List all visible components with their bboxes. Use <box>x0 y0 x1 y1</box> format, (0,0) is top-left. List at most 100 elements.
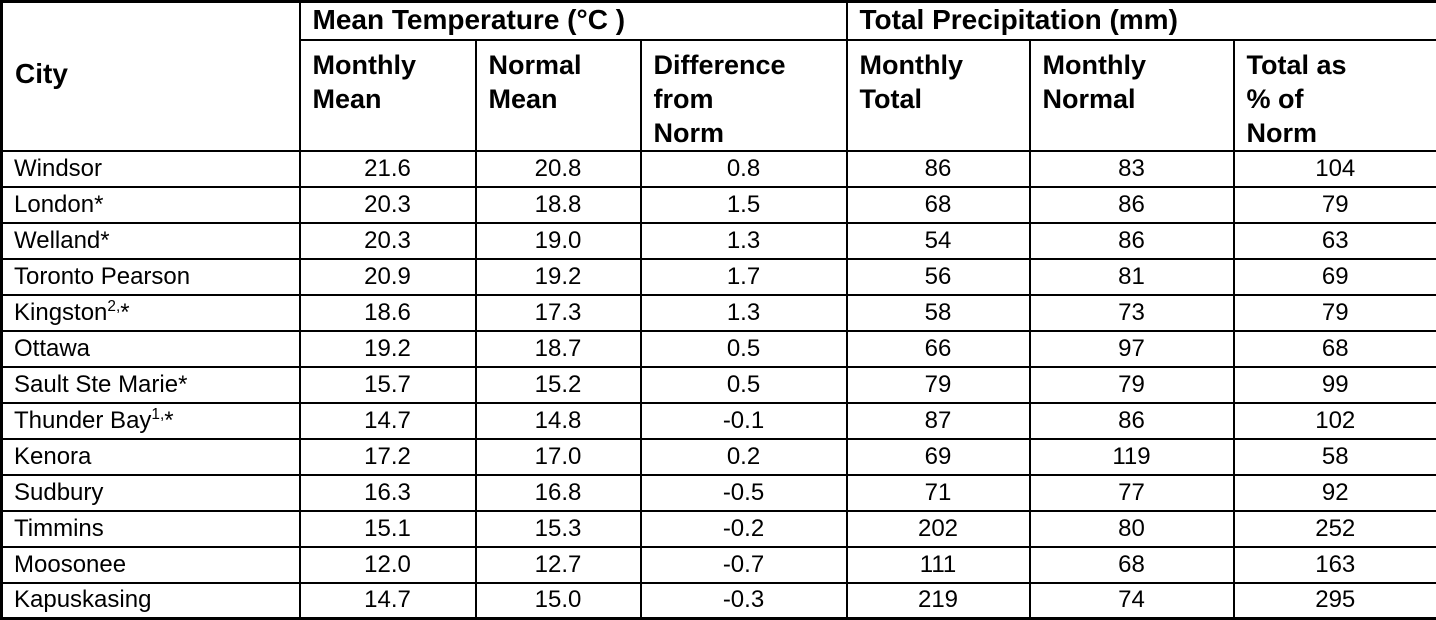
city-cell: Timmins <box>2 511 300 547</box>
normal-mean-cell: 19.2 <box>476 259 641 295</box>
monthly-total-cell: 87 <box>847 403 1030 439</box>
monthly-total-cell: 111 <box>847 547 1030 583</box>
difference-cell: 1.5 <box>641 187 847 223</box>
city-name: Kingston <box>14 299 107 326</box>
monthly-total-cell: 56 <box>847 259 1030 295</box>
city-cell: Moosonee <box>2 547 300 583</box>
difference-cell: 0.5 <box>641 331 847 367</box>
difference-cell: -0.5 <box>641 475 847 511</box>
monthly-total-cell: 69 <box>847 439 1030 475</box>
header-group-row: City Mean Temperature (°C ) Total Precip… <box>2 2 1436 40</box>
city-name: Moosonee <box>14 551 126 578</box>
monthly-mean-cell: 20.9 <box>300 259 476 295</box>
city-name: Toronto Pearson <box>14 263 190 290</box>
table-row: Sault Ste Marie* 15.7 15.2 0.5 79 79 99 <box>2 367 1436 403</box>
difference-cell: 1.3 <box>641 295 847 331</box>
normal-mean-cell: 15.2 <box>476 367 641 403</box>
total-pct-cell: 58 <box>1234 439 1436 475</box>
difference-cell: -0.2 <box>641 511 847 547</box>
table-row: London* 20.3 18.8 1.5 68 86 79 <box>2 187 1436 223</box>
city-cell: Thunder Bay1,* <box>2 403 300 439</box>
table-row: Timmins 15.1 15.3 -0.2 202 80 252 <box>2 511 1436 547</box>
table-row: Kenora 17.2 17.0 0.2 69 119 58 <box>2 439 1436 475</box>
monthly-total-cell: 66 <box>847 331 1030 367</box>
monthly-normal-cell: 119 <box>1030 439 1234 475</box>
total-pct-cell: 68 <box>1234 331 1436 367</box>
monthly-normal-cell: 77 <box>1030 475 1234 511</box>
total-pct-cell: 99 <box>1234 367 1436 403</box>
difference-cell: 1.3 <box>641 223 847 259</box>
city-cell: Kingston2,* <box>2 295 300 331</box>
city-name: Welland* <box>14 227 110 254</box>
monthly-mean-cell: 14.7 <box>300 403 476 439</box>
normal-mean-cell: 18.8 <box>476 187 641 223</box>
table-row: Welland* 20.3 19.0 1.3 54 86 63 <box>2 223 1436 259</box>
monthly-mean-cell: 19.2 <box>300 331 476 367</box>
normal-mean-cell: 19.0 <box>476 223 641 259</box>
monthly-mean-cell: 12.0 <box>300 547 476 583</box>
normal-mean-cell: 12.7 <box>476 547 641 583</box>
monthly-mean-cell: 21.6 <box>300 151 476 187</box>
monthly-total-cell: 68 <box>847 187 1030 223</box>
monthly-total-cell: 86 <box>847 151 1030 187</box>
city-footnote-marker: 2, <box>107 298 120 315</box>
difference-cell: -0.7 <box>641 547 847 583</box>
city-asterisk: * <box>164 407 173 434</box>
total-pct-cell: 79 <box>1234 187 1436 223</box>
city-name: Ottawa <box>14 335 90 362</box>
monthly-mean-cell: 16.3 <box>300 475 476 511</box>
table-body: Windsor 21.6 20.8 0.8 86 83 104 London* … <box>2 151 1436 619</box>
total-pct-cell: 92 <box>1234 475 1436 511</box>
city-name: Kapuskasing <box>14 586 151 613</box>
normal-mean-cell: 15.0 <box>476 583 641 619</box>
city-name: Sault Ste Marie* <box>14 371 187 398</box>
city-name: London* <box>14 191 103 218</box>
monthly-mean-cell: 15.7 <box>300 367 476 403</box>
total-pct-cell: 79 <box>1234 295 1436 331</box>
normal-mean-cell: 14.8 <box>476 403 641 439</box>
total-pct-cell: 252 <box>1234 511 1436 547</box>
monthly-normal-cell: 83 <box>1030 151 1234 187</box>
monthly-total-cell: 71 <box>847 475 1030 511</box>
difference-cell: -0.3 <box>641 583 847 619</box>
column-header-monthly-mean: Monthly Mean <box>300 40 476 151</box>
monthly-mean-cell: 18.6 <box>300 295 476 331</box>
monthly-total-cell: 54 <box>847 223 1030 259</box>
difference-cell: 0.2 <box>641 439 847 475</box>
difference-cell: 0.5 <box>641 367 847 403</box>
city-cell: Windsor <box>2 151 300 187</box>
monthly-total-cell: 58 <box>847 295 1030 331</box>
column-group-mean-temperature: Mean Temperature (°C ) <box>300 2 847 40</box>
monthly-normal-cell: 73 <box>1030 295 1234 331</box>
monthly-normal-cell: 81 <box>1030 259 1234 295</box>
city-name: Timmins <box>14 515 104 542</box>
column-header-monthly-total: Monthly Total <box>847 40 1030 151</box>
city-name: Thunder Bay <box>14 407 151 434</box>
total-pct-cell: 102 <box>1234 403 1436 439</box>
city-footnote-marker: 1, <box>151 406 164 423</box>
monthly-normal-cell: 86 <box>1030 403 1234 439</box>
monthly-normal-cell: 68 <box>1030 547 1234 583</box>
city-cell: Ottawa <box>2 331 300 367</box>
table-row: Thunder Bay1,* 14.7 14.8 -0.1 87 86 102 <box>2 403 1436 439</box>
column-header-normal-mean: Normal Mean <box>476 40 641 151</box>
monthly-total-cell: 219 <box>847 583 1030 619</box>
city-cell: Sudbury <box>2 475 300 511</box>
column-group-total-precipitation: Total Precipitation (mm) <box>847 2 1436 40</box>
total-pct-cell: 104 <box>1234 151 1436 187</box>
normal-mean-cell: 16.8 <box>476 475 641 511</box>
city-cell: Welland* <box>2 223 300 259</box>
monthly-mean-cell: 14.7 <box>300 583 476 619</box>
city-cell: Kapuskasing <box>2 583 300 619</box>
monthly-normal-cell: 74 <box>1030 583 1234 619</box>
normal-mean-cell: 15.3 <box>476 511 641 547</box>
monthly-mean-cell: 17.2 <box>300 439 476 475</box>
table-row: Sudbury 16.3 16.8 -0.5 71 77 92 <box>2 475 1436 511</box>
monthly-total-cell: 202 <box>847 511 1030 547</box>
normal-mean-cell: 17.0 <box>476 439 641 475</box>
total-pct-cell: 295 <box>1234 583 1436 619</box>
monthly-mean-cell: 15.1 <box>300 511 476 547</box>
monthly-normal-cell: 97 <box>1030 331 1234 367</box>
city-name: Sudbury <box>14 479 103 506</box>
